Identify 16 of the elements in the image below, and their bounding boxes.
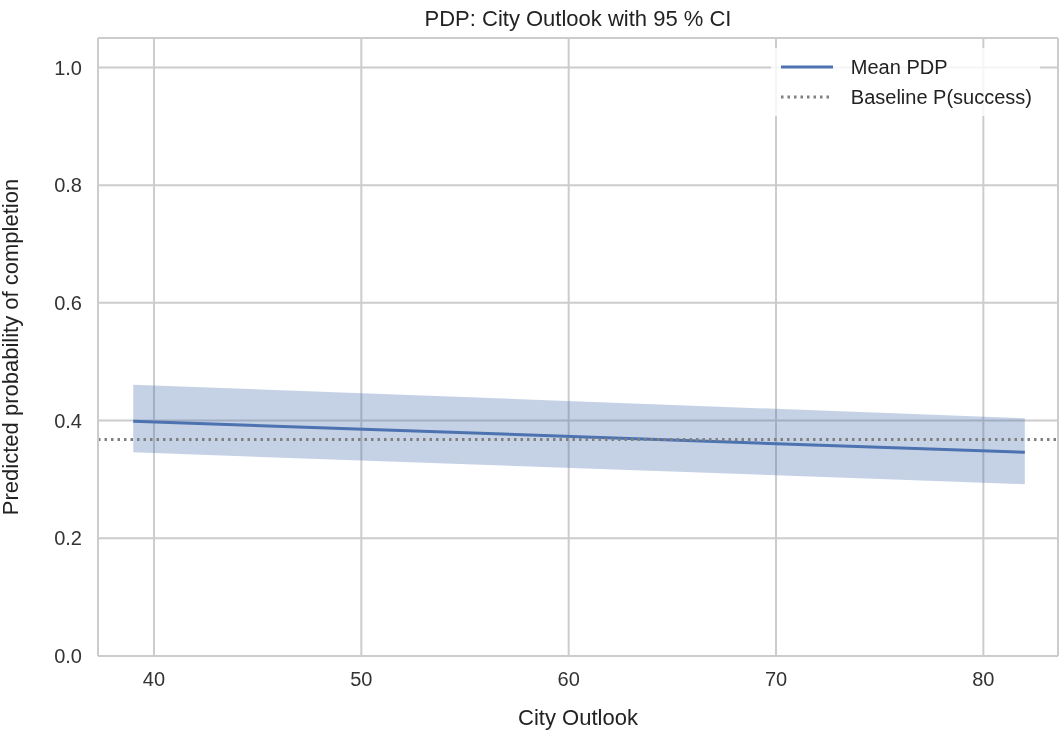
y-tick-label: 0.0 [54, 645, 82, 668]
x-tick-label: 70 [764, 668, 788, 691]
y-axis-title: Predicted probability of completion [0, 178, 23, 516]
y-tick-label: 0.6 [54, 291, 82, 314]
x-tick-label: 60 [557, 668, 580, 691]
x-tick-label: 80 [972, 668, 995, 691]
legend-label: Baseline P(success) [850, 85, 1032, 109]
x-tick-label: 50 [350, 668, 373, 691]
chart-title: PDP: City Outlook with 95 % CI [423, 6, 733, 32]
y-tick-label: 0.4 [54, 409, 82, 432]
x-axis-title: City Outlook [518, 705, 639, 730]
x-tick-label: 40 [142, 668, 166, 691]
y-tick-label: 0.8 [54, 174, 82, 197]
legend-label: Mean PDP [850, 55, 948, 79]
y-tick-label: 0.2 [54, 527, 82, 550]
y-tick-label: 1.0 [54, 56, 82, 79]
